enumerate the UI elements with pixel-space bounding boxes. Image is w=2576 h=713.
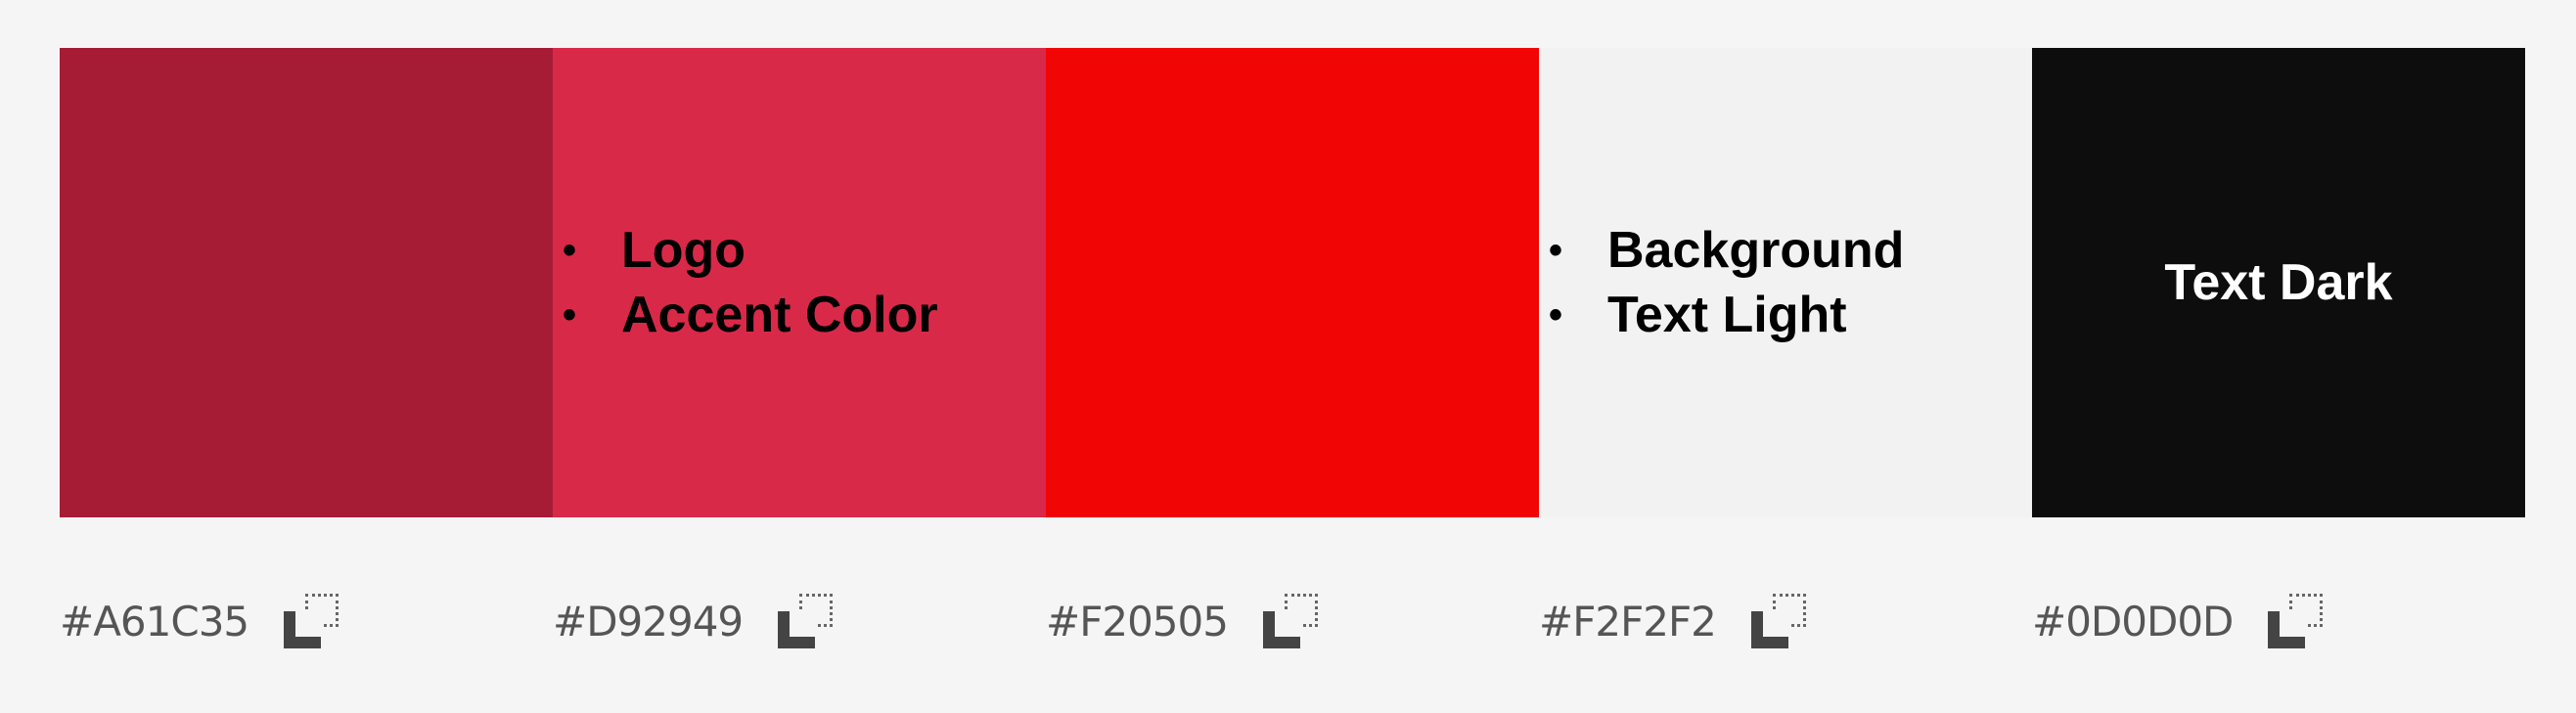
hex-code-cell: #F20505 [1046,582,1539,660]
usage-item: • Text Light [1549,287,1847,343]
swatch-usage-list: • Background • Text Light [1539,218,1904,347]
hex-code-cell: #0D0D0D [2032,582,2525,660]
hex-code-row: #A61C35 #D92949 #F20505 #F2F2F2 #0D0D0D [60,582,2525,660]
usage-item: • Accent Color [563,287,938,343]
hex-code-cell: #F2F2F2 [1539,582,2032,660]
usage-item: • Logo [563,222,746,279]
swatch-a61c35 [60,48,553,517]
swatch-0d0d0d: Text Dark [2032,48,2525,517]
swatch-usage-list: • Logo • Accent Color [553,218,938,347]
swatch-f2f2f2: • Background • Text Light [1539,48,2032,517]
hex-code-label: #A61C35 [60,597,249,646]
usage-item: • Background [1549,222,1905,279]
hex-code-label: #D92949 [553,597,744,646]
copy-icon[interactable] [1750,594,1806,648]
color-palette: • Logo • Accent Color • Background • Text Li… [60,48,2525,517]
copy-icon[interactable] [778,594,834,648]
swatch-usage-label: Text Dark [2164,254,2393,311]
hex-code-label: #F20505 [1046,597,1229,646]
hex-code-cell: #D92949 [553,582,1046,660]
copy-icon[interactable] [2268,594,2324,648]
copy-icon[interactable] [284,594,339,648]
hex-code-label: #F2F2F2 [1539,597,1717,646]
swatch-d92949: • Logo • Accent Color [553,48,1046,517]
copy-icon[interactable] [1262,594,1318,648]
swatch-f20505 [1046,48,1539,517]
hex-code-label: #0D0D0D [2032,597,2234,646]
hex-code-cell: #A61C35 [60,582,553,660]
